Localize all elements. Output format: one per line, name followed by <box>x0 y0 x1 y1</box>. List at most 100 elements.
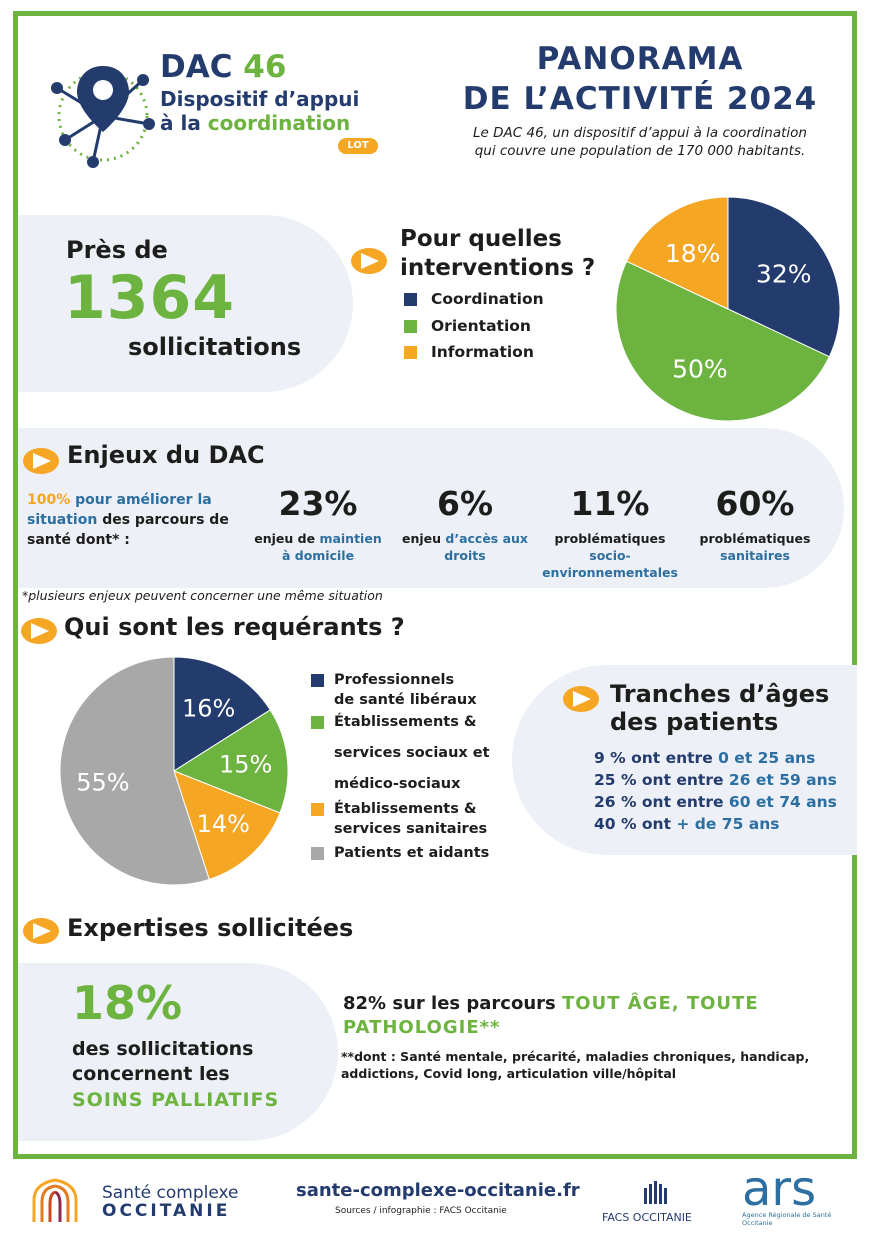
pie-slice-label: 50% <box>672 354 728 383</box>
legend-label: Établissements & <box>334 801 477 817</box>
logo-line2-hl: coordination <box>207 111 351 135</box>
header-title-2: DE L’ACTIVITÉ 2024 <box>462 81 818 117</box>
pie-slice <box>172 709 289 814</box>
stake-label-c: droits <box>444 548 486 563</box>
age-pct: 9 % <box>594 749 626 767</box>
stake-label-b: maintien <box>319 531 382 546</box>
stake-label-a: enjeu de <box>254 531 320 546</box>
footer-sc-1: Santé complexe <box>102 1183 239 1203</box>
footer-url[interactable]: sante-complexe-occitanie.fr <box>296 1180 580 1201</box>
expertises-pct: 18% <box>72 976 183 1030</box>
expertises-note-2: addictions, Covid long, articulation vil… <box>341 1066 677 1081</box>
footer-facs: FACS OCCITANIE <box>602 1211 692 1224</box>
stake-label-b: d’accès aux <box>445 531 528 546</box>
pie-slice <box>727 196 841 358</box>
logo-badge: LOT <box>338 138 378 154</box>
footer-sc-2: OCCITANIE <box>102 1201 231 1221</box>
pie-slice <box>173 656 271 772</box>
ages-title-2: des patients <box>610 708 779 736</box>
sante-complexe-logo-icon <box>32 1178 78 1222</box>
legend-swatch <box>404 346 417 359</box>
age-range: 26 et 59 ans <box>728 771 837 789</box>
age-pct: 40 % <box>594 815 637 833</box>
header-subtitle-2: qui couvre une population de 170 000 hab… <box>474 143 806 159</box>
legend-label: services sanitaires <box>334 821 488 837</box>
arrow-icon <box>351 248 387 274</box>
age-row: 40 % ont + de 75 ans <box>594 813 837 835</box>
ars-sub-1: Agence Régionale de Santé <box>742 1211 832 1219</box>
legend-swatch <box>404 319 417 333</box>
stake-label-a: enjeu <box>401 531 446 546</box>
stake-pct: 60% <box>715 484 795 523</box>
enjeux-intro-b: situation <box>27 512 98 528</box>
expertises-right-b: TOUT ÂGE, TOUTE <box>562 993 759 1014</box>
age-text: ont entre <box>625 749 719 767</box>
expertises-title: Expertises sollicitées <box>67 914 354 942</box>
age-range: 60 et 74 ans <box>728 793 837 811</box>
expertises-panel <box>18 963 338 1141</box>
requerants-pie-chart: 16% 15% 14% 55% <box>59 656 289 886</box>
ars-logo: ars <box>742 1161 817 1217</box>
expertises-line2: concernent les <box>72 1063 230 1085</box>
requerants-legend-item: Établissements & services sociaux et médic… <box>311 707 490 800</box>
enjeux-footnote: *plusieurs enjeux peuvent concerner une … <box>22 588 383 603</box>
legend-swatch <box>311 803 324 816</box>
enjeux-intro-pct: 100% <box>27 492 71 508</box>
arrow-icon <box>23 448 59 474</box>
legend-label: Établissements & <box>334 714 477 730</box>
solicitations-prefix: Près de <box>66 236 168 264</box>
age-row: 26 % ont entre 60 et 74 ans <box>594 791 837 813</box>
solicitations-panel <box>18 215 353 392</box>
age-text: ont entre <box>636 793 729 811</box>
legend-swatch <box>404 293 417 306</box>
expertises-note-1: **dont : Santé mentale, précarité, malad… <box>341 1049 810 1064</box>
age-row: 9 % ont entre 0 et 25 ans <box>594 747 837 769</box>
enjeux-intro-c: des parcours de <box>97 512 229 528</box>
logo-title-dac: DAC <box>160 49 244 85</box>
pie-slice-label: 55% <box>76 769 129 797</box>
expertises-line1: des sollicitations <box>72 1038 254 1060</box>
stake-label-c: sanitaires <box>720 548 790 563</box>
interventions-legend-item: Coordination <box>404 290 544 308</box>
age-pct: 26 % <box>594 793 637 811</box>
logo-line1: Dispositif d’appui <box>160 87 360 111</box>
legend-swatch <box>311 847 324 860</box>
legend-swatch <box>311 716 324 729</box>
page-frame <box>13 11 857 1159</box>
requerants-legend-item: Professionnels de santé libéraux <box>311 670 477 710</box>
stake-label-a: problématiques <box>699 531 811 546</box>
age-range: 0 et 25 ans <box>718 749 816 767</box>
requerants-legend-item: Établissements & services sanitaires <box>311 799 487 839</box>
age-text: ont entre <box>636 771 729 789</box>
legend-label: Professionnels <box>334 672 455 688</box>
pie-slice-label: 16% <box>182 694 235 722</box>
stake-label-a: problématiques <box>554 531 666 546</box>
legend-label: médico-sociaux <box>334 776 461 792</box>
legend-swatch <box>311 674 324 687</box>
requerants-title: Qui sont les requérants ? <box>64 613 405 641</box>
age-pct: 25 % <box>594 771 637 789</box>
ars-sub-2: Occitanie <box>742 1219 773 1227</box>
enjeux-intro-d: santé dont* : <box>27 532 130 548</box>
enjeux-intro-a: pour améliorer la <box>70 492 212 508</box>
enjeux-panel <box>18 428 844 588</box>
solicitations-suffix: sollicitations <box>128 333 302 361</box>
age-range: + de 75 ans <box>676 815 780 833</box>
interventions-legend-item: Orientation <box>404 317 531 335</box>
header-title-1: PANORAMA <box>536 41 744 77</box>
interventions-title-1: Pour quelles <box>400 226 562 252</box>
expertises-line3: SOINS PALLIATIFS <box>72 1089 280 1111</box>
legend-label: Information <box>431 343 534 361</box>
interventions-legend-item: Information <box>404 343 534 361</box>
stake-label-d: environnementales <box>542 565 678 580</box>
enjeux-title: Enjeux du DAC <box>67 441 265 469</box>
age-text: ont <box>636 815 677 833</box>
interventions-title-2: interventions ? <box>400 255 596 281</box>
expertises-right-a: 82% sur les parcours <box>343 993 562 1014</box>
arrow-icon <box>21 618 57 644</box>
dac-logo-icon <box>51 66 155 168</box>
stake-pct: 11% <box>570 484 650 523</box>
legend-label: Patients et aidants <box>334 845 490 861</box>
age-row: 25 % ont entre 26 et 59 ans <box>594 769 837 791</box>
interventions-pie-chart: 32% 50% 18% <box>615 196 841 422</box>
